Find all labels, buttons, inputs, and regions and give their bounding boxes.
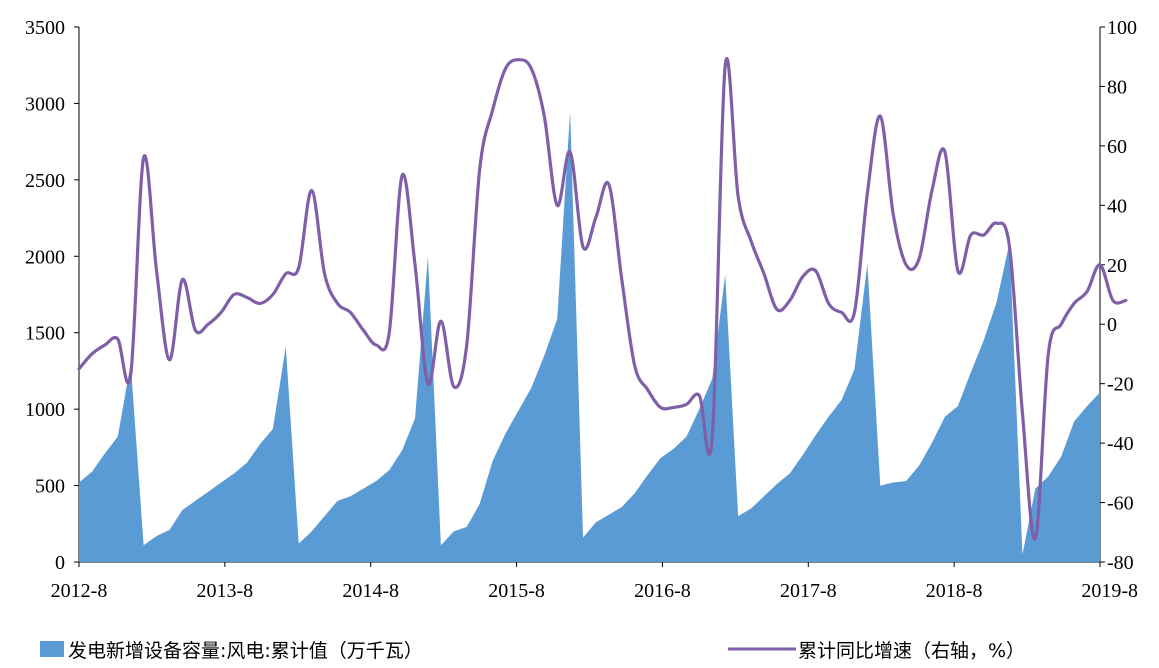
left-tick-label: 0: [55, 552, 65, 574]
x-tick-label: 2018-8: [926, 580, 983, 602]
left-tick-label: 1500: [25, 323, 65, 345]
x-tick-label: 2016-8: [634, 580, 691, 602]
right-tick-label: -60: [1107, 493, 1134, 515]
right-tick-label: 20: [1107, 255, 1127, 277]
right-tick-label: 0: [1107, 314, 1117, 336]
right-tick-label: 60: [1107, 136, 1127, 158]
legend-swatch-area: [40, 641, 64, 657]
legend-label-line: 累计同比增速（右轴，%）: [798, 640, 1025, 662]
right-tick-label: -80: [1107, 552, 1134, 574]
x-tick-label: 2013-8: [197, 580, 254, 602]
right-tick-label: -40: [1107, 433, 1134, 455]
legend-label-area: 发电新增设备容量:风电:累计值（万千瓦）: [68, 640, 423, 662]
x-tick-label: 2014-8: [342, 580, 399, 602]
left-tick-label: 500: [35, 476, 65, 498]
line-series-yoy-growth: [77, 56, 1128, 541]
right-tick-label: 80: [1107, 76, 1127, 98]
x-tick-label: 2019-8: [1081, 580, 1138, 602]
area-series-wind-capacity: [79, 111, 1100, 562]
left-tick-label: 1000: [25, 399, 65, 421]
right-tick-label: 40: [1107, 195, 1127, 217]
left-tick-label: 3000: [25, 93, 65, 115]
x-tick-label: 2012-8: [51, 580, 108, 602]
x-tick-label: 2017-8: [780, 580, 837, 602]
right-tick-label: -20: [1107, 374, 1134, 396]
left-tick-label: 2500: [25, 170, 65, 192]
left-tick-label: 2000: [25, 246, 65, 268]
right-tick-label: 100: [1107, 17, 1137, 39]
x-tick-label: 2015-8: [488, 580, 545, 602]
left-tick-label: 3500: [25, 17, 65, 39]
